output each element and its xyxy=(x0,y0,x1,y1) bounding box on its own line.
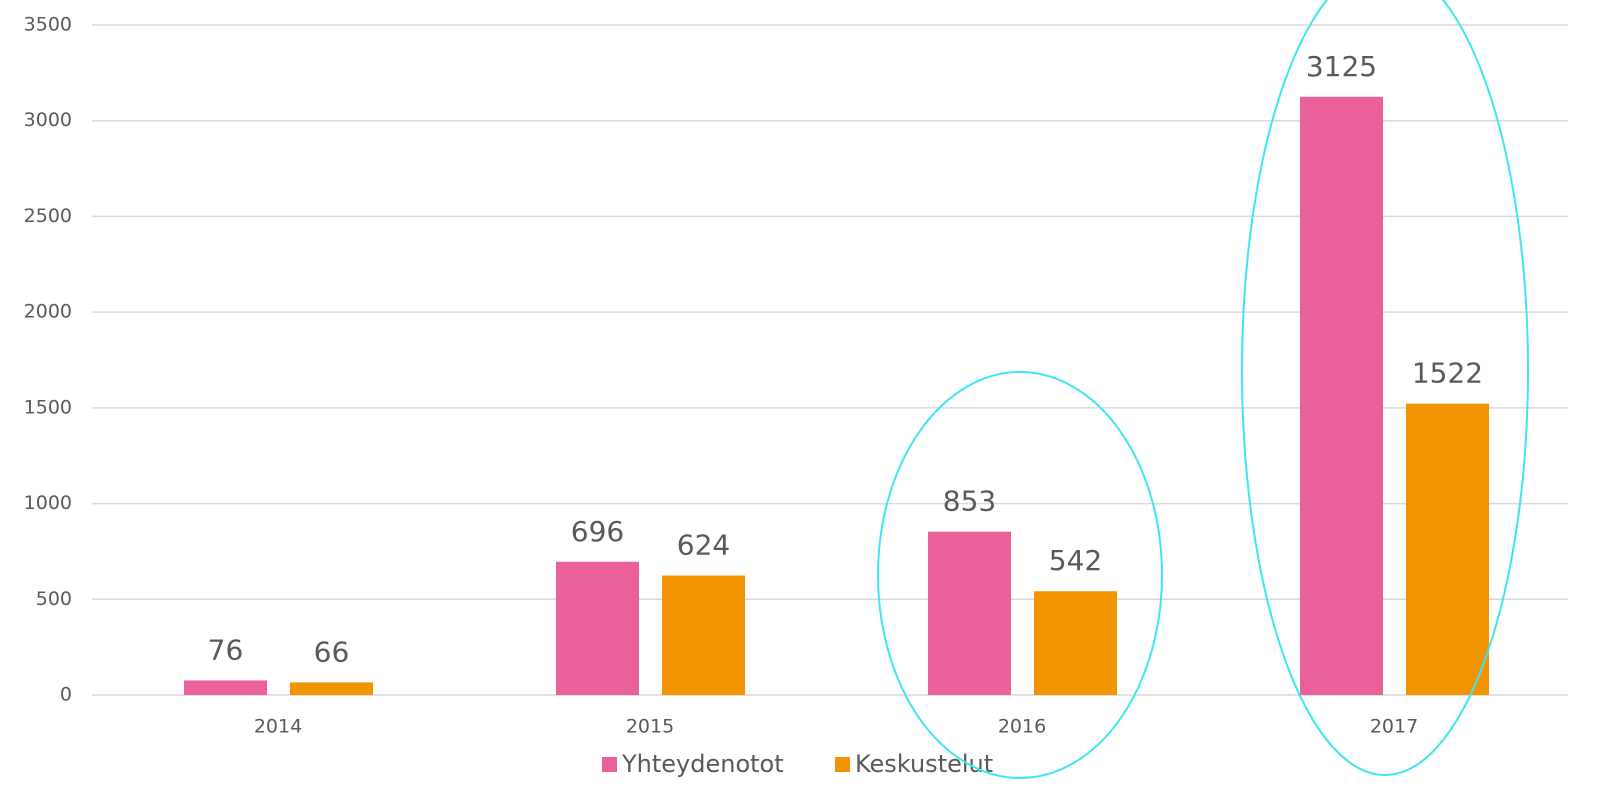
data-label: 542 xyxy=(1049,544,1102,577)
bar xyxy=(928,531,1011,695)
x-tick-label: 2017 xyxy=(1370,716,1418,738)
y-tick-label: 1000 xyxy=(24,492,72,514)
legend-swatch xyxy=(602,757,617,772)
x-tick-label: 2015 xyxy=(626,716,674,738)
legend-label: Keskustelut xyxy=(855,750,993,778)
bar xyxy=(1406,403,1489,695)
legend-swatch xyxy=(835,757,850,772)
y-tick-label: 2000 xyxy=(24,301,72,323)
y-tick-label: 0 xyxy=(60,684,72,706)
data-label: 696 xyxy=(571,515,624,548)
bar xyxy=(184,680,267,695)
bar xyxy=(290,682,373,695)
legend-label: Yhteydenotot xyxy=(621,750,784,778)
data-label: 66 xyxy=(314,635,350,668)
data-label: 853 xyxy=(943,485,996,518)
highlight-ellipse xyxy=(1241,0,1529,776)
data-label: 76 xyxy=(208,633,244,666)
x-tick-label: 2016 xyxy=(998,716,1046,738)
x-tick-label: 2014 xyxy=(254,716,302,738)
bar xyxy=(1034,591,1117,695)
bar xyxy=(556,561,639,695)
bar xyxy=(662,575,745,695)
bar xyxy=(1300,96,1383,696)
data-label: 1522 xyxy=(1412,357,1483,390)
highlight-ellipse xyxy=(877,371,1163,779)
data-label: 624 xyxy=(677,529,730,562)
y-tick-label: 1500 xyxy=(24,396,72,418)
y-tick-label: 3500 xyxy=(24,14,72,36)
y-tick-label: 500 xyxy=(36,588,72,610)
y-tick-label: 2500 xyxy=(24,205,72,227)
y-tick-label: 3000 xyxy=(24,109,72,131)
data-label: 3125 xyxy=(1306,50,1377,83)
